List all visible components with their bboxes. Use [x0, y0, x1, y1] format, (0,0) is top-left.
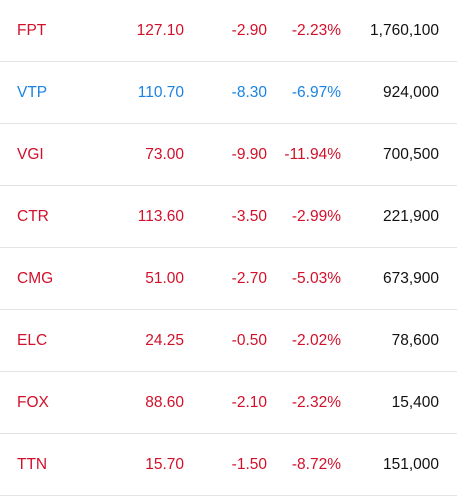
price: 24.25 [145, 332, 184, 349]
price: 51.00 [145, 270, 184, 287]
symbol: FOX [17, 394, 49, 411]
percent-change: -2.32% [291, 394, 341, 411]
percent-change: -8.72% [291, 456, 341, 473]
volume: 151,000 [382, 456, 439, 473]
symbol: VGI [17, 146, 44, 163]
volume: 700,500 [382, 146, 439, 163]
price: 110.70 [137, 84, 184, 101]
price-change: -0.50 [231, 332, 267, 349]
percent-change: -2.02% [291, 332, 341, 349]
symbol: ELC [17, 332, 48, 349]
price-change: -1.50 [231, 456, 267, 473]
price: 88.60 [145, 394, 184, 411]
symbol: FPT [17, 22, 47, 39]
stock-row[interactable]: ELC 24.25 -0.50 -2.02% 78,600 [0, 310, 457, 372]
price-change: -3.50 [231, 208, 267, 225]
percent-change: -2.99% [291, 208, 341, 225]
price: 127.10 [136, 22, 184, 39]
symbol: VTP [17, 84, 48, 101]
stock-row[interactable]: VTP 110.70 -8.30 -6.97% 924,000 [0, 62, 457, 124]
stock-row[interactable]: VGI 73.00 -9.90 -11.94% 700,500 [0, 124, 457, 186]
volume: 924,000 [382, 84, 439, 101]
volume: 78,600 [391, 332, 439, 349]
stock-row[interactable]: TTN 15.70 -1.50 -8.72% 151,000 [0, 434, 457, 496]
price: 15.70 [145, 456, 184, 473]
volume: 15,400 [391, 394, 439, 411]
volume: 221,900 [382, 208, 439, 225]
price-change: -8.30 [231, 84, 267, 101]
symbol: CMG [17, 270, 54, 287]
percent-change: -6.97% [291, 84, 341, 101]
symbol: CTR [17, 208, 49, 225]
price-change: -2.70 [231, 270, 267, 287]
percent-change: -11.94% [284, 146, 341, 163]
volume: 1,760,100 [370, 22, 439, 39]
percent-change: -5.03% [291, 270, 341, 287]
stock-row[interactable]: CTR 113.60 -3.50 -2.99% 221,900 [0, 186, 457, 248]
stock-row[interactable]: CMG 51.00 -2.70 -5.03% 673,900 [0, 248, 457, 310]
stock-row[interactable]: FOX 88.60 -2.10 -2.32% 15,400 [0, 372, 457, 434]
percent-change: -2.23% [291, 22, 341, 39]
volume: 673,900 [382, 270, 439, 287]
symbol: TTN [17, 456, 48, 473]
stock-row[interactable]: FPT 127.10 -2.90 -2.23% 1,760,100 [0, 0, 457, 62]
price-change: -2.90 [231, 22, 267, 39]
price: 73.00 [145, 146, 184, 163]
price-change: -9.90 [231, 146, 267, 163]
price-change: -2.10 [231, 394, 267, 411]
price: 113.60 [137, 208, 184, 225]
